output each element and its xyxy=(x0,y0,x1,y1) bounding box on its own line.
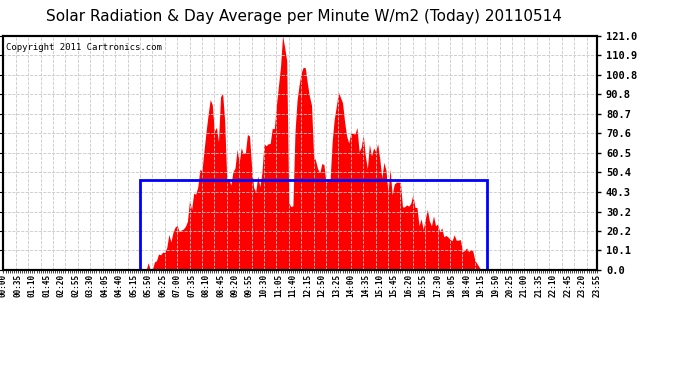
Text: Copyright 2011 Cartronics.com: Copyright 2011 Cartronics.com xyxy=(6,43,162,52)
Text: Solar Radiation & Day Average per Minute W/m2 (Today) 20110514: Solar Radiation & Day Average per Minute… xyxy=(46,9,562,24)
Bar xyxy=(140,180,487,270)
